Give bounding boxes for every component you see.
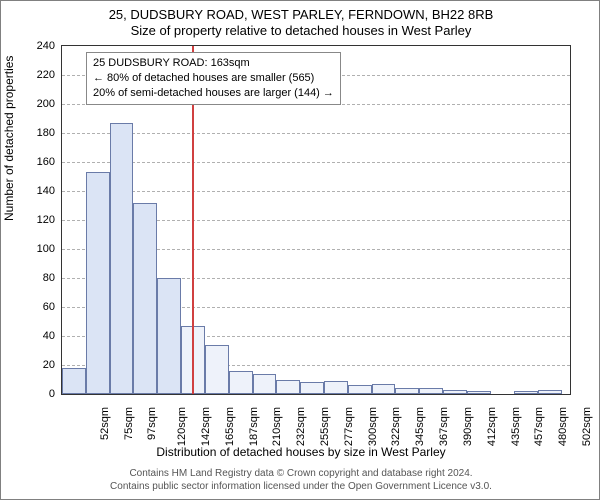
- x-tick-label: 120sqm: [176, 407, 188, 446]
- histogram-bar: [229, 371, 253, 394]
- x-tick-label: 412sqm: [486, 407, 498, 446]
- histogram-bar: [110, 123, 134, 394]
- histogram-bar: [395, 388, 419, 394]
- y-tick-label: 100: [15, 243, 55, 255]
- y-tick-label: 240: [15, 40, 55, 52]
- histogram-bar: [324, 381, 348, 394]
- chart-title-line1: 25, DUDSBURY ROAD, WEST PARLEY, FERNDOWN…: [1, 7, 600, 22]
- x-tick-label: 345sqm: [414, 407, 426, 446]
- plot-area: 25 DUDSBURY ROAD: 163sqm ← 80% of detach…: [61, 45, 571, 395]
- y-tick-label: 60: [15, 301, 55, 313]
- x-tick-label: 367sqm: [438, 407, 450, 446]
- x-tick-label: 457sqm: [533, 407, 545, 446]
- histogram-bar: [443, 390, 467, 394]
- x-tick-label: 502sqm: [581, 407, 593, 446]
- histogram-bar: [348, 385, 372, 394]
- x-tick-label: 277sqm: [343, 407, 355, 446]
- annotation-line1: 25 DUDSBURY ROAD: 163sqm: [93, 56, 334, 71]
- y-tick-label: 220: [15, 69, 55, 81]
- x-tick-label: 255sqm: [319, 407, 331, 446]
- histogram-bar: [372, 384, 396, 394]
- footer-attribution: Contains HM Land Registry data © Crown c…: [1, 467, 600, 493]
- x-tick-label: 165sqm: [224, 407, 236, 446]
- y-tick-label: 80: [15, 272, 55, 284]
- x-axis-label: Distribution of detached houses by size …: [1, 445, 600, 459]
- x-tick-label: 232sqm: [295, 407, 307, 446]
- y-tick-label: 160: [15, 156, 55, 168]
- x-tick-label: 187sqm: [248, 407, 260, 446]
- annotation-box: 25 DUDSBURY ROAD: 163sqm ← 80% of detach…: [86, 52, 341, 105]
- annotation-line2: ← 80% of detached houses are smaller (56…: [93, 71, 334, 86]
- x-tick-label: 97sqm: [146, 407, 158, 440]
- histogram-bar: [514, 391, 538, 394]
- x-tick-label: 75sqm: [123, 407, 135, 440]
- histogram-bar: [467, 391, 491, 394]
- x-tick-label: 300sqm: [367, 407, 379, 446]
- chart-title-line2: Size of property relative to detached ho…: [1, 23, 600, 38]
- y-tick-label: 140: [15, 185, 55, 197]
- histogram-bar: [253, 374, 277, 394]
- histogram-bar: [300, 382, 324, 394]
- histogram-bar: [62, 368, 86, 394]
- histogram-bar: [205, 345, 229, 394]
- histogram-bar: [133, 203, 157, 394]
- x-tick-label: 322sqm: [391, 407, 403, 446]
- y-tick-label: 40: [15, 330, 55, 342]
- y-tick-label: 200: [15, 98, 55, 110]
- x-tick-label: 142sqm: [200, 407, 212, 446]
- x-tick-label: 52sqm: [99, 407, 111, 440]
- footer-line2: Contains public sector information licen…: [1, 480, 600, 493]
- histogram-bar: [276, 380, 300, 395]
- histogram-bar: [538, 390, 562, 394]
- x-tick-label: 210sqm: [272, 407, 284, 446]
- histogram-bar: [157, 278, 181, 394]
- y-tick-label: 0: [15, 388, 55, 400]
- x-tick-label: 390sqm: [462, 407, 474, 446]
- y-tick-label: 20: [15, 359, 55, 371]
- gridline: [62, 162, 570, 163]
- footer-line1: Contains HM Land Registry data © Crown c…: [1, 467, 600, 480]
- x-tick-label: 435sqm: [510, 407, 522, 446]
- gridline: [62, 191, 570, 192]
- chart-container: 25, DUDSBURY ROAD, WEST PARLEY, FERNDOWN…: [0, 0, 600, 500]
- gridline: [62, 133, 570, 134]
- histogram-bar: [86, 172, 110, 394]
- annotation-line3: 20% of semi-detached houses are larger (…: [93, 86, 334, 101]
- x-tick-label: 480sqm: [557, 407, 569, 446]
- y-axis-label: Number of detached properties: [2, 56, 16, 221]
- histogram-bar: [419, 388, 443, 394]
- y-tick-label: 180: [15, 127, 55, 139]
- y-tick-label: 120: [15, 214, 55, 226]
